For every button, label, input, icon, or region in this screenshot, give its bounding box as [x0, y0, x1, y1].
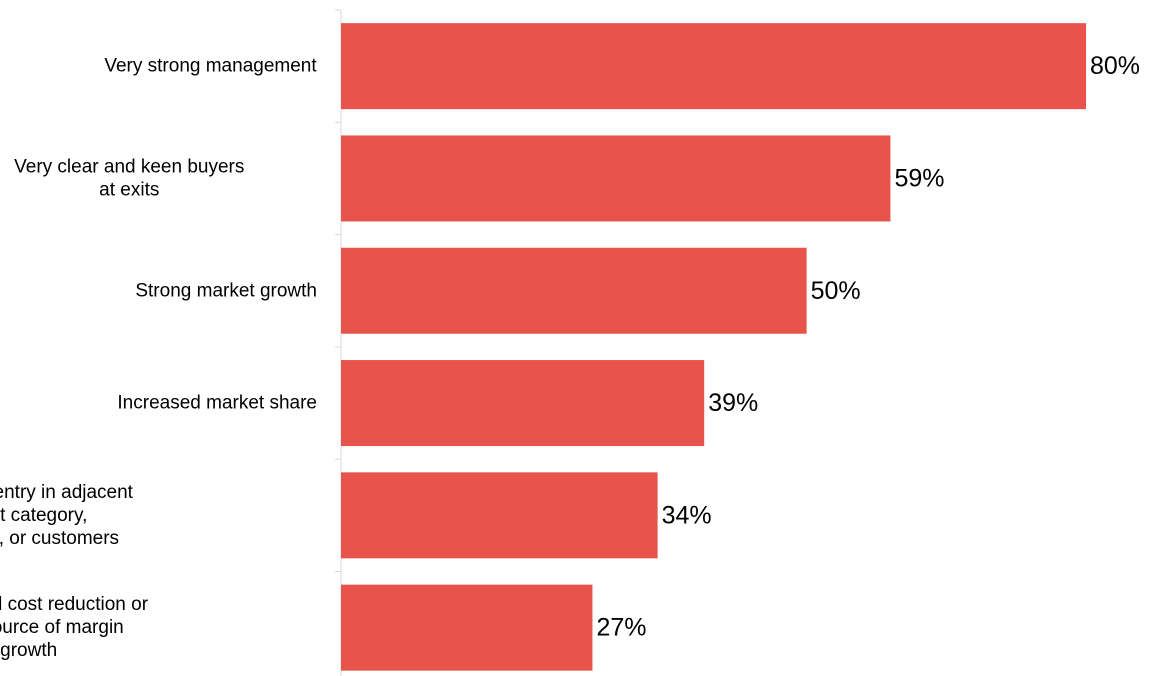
bar-value-label: 27% [596, 614, 646, 642]
bar [341, 472, 658, 559]
category-label: Strong market growth [135, 280, 317, 301]
bar [341, 360, 705, 447]
bars-group [341, 23, 1086, 671]
axis-ticks [335, 9, 341, 572]
bar [341, 23, 1086, 110]
bar-value-label: 39% [708, 389, 758, 417]
bar-value-label: 34% [662, 501, 712, 529]
category-label: Meaningful cost reduction orother source… [0, 594, 149, 661]
category-label: Very strong management [104, 56, 317, 77]
value-labels-group: 80% 59% 50% 39% 34% 27% [596, 52, 1140, 642]
category-label: Very clear and keen buyers at exits [14, 156, 244, 200]
category-label: Increased market share [117, 393, 317, 414]
bar-value-label: 59% [894, 164, 944, 192]
bar [341, 584, 593, 671]
category-labels-group: Very strong management Very clear and kee… [0, 56, 317, 662]
bar-value-label: 80% [1090, 52, 1140, 80]
bar [341, 247, 807, 334]
bar [341, 135, 891, 222]
bar-value-label: 50% [811, 277, 861, 305]
